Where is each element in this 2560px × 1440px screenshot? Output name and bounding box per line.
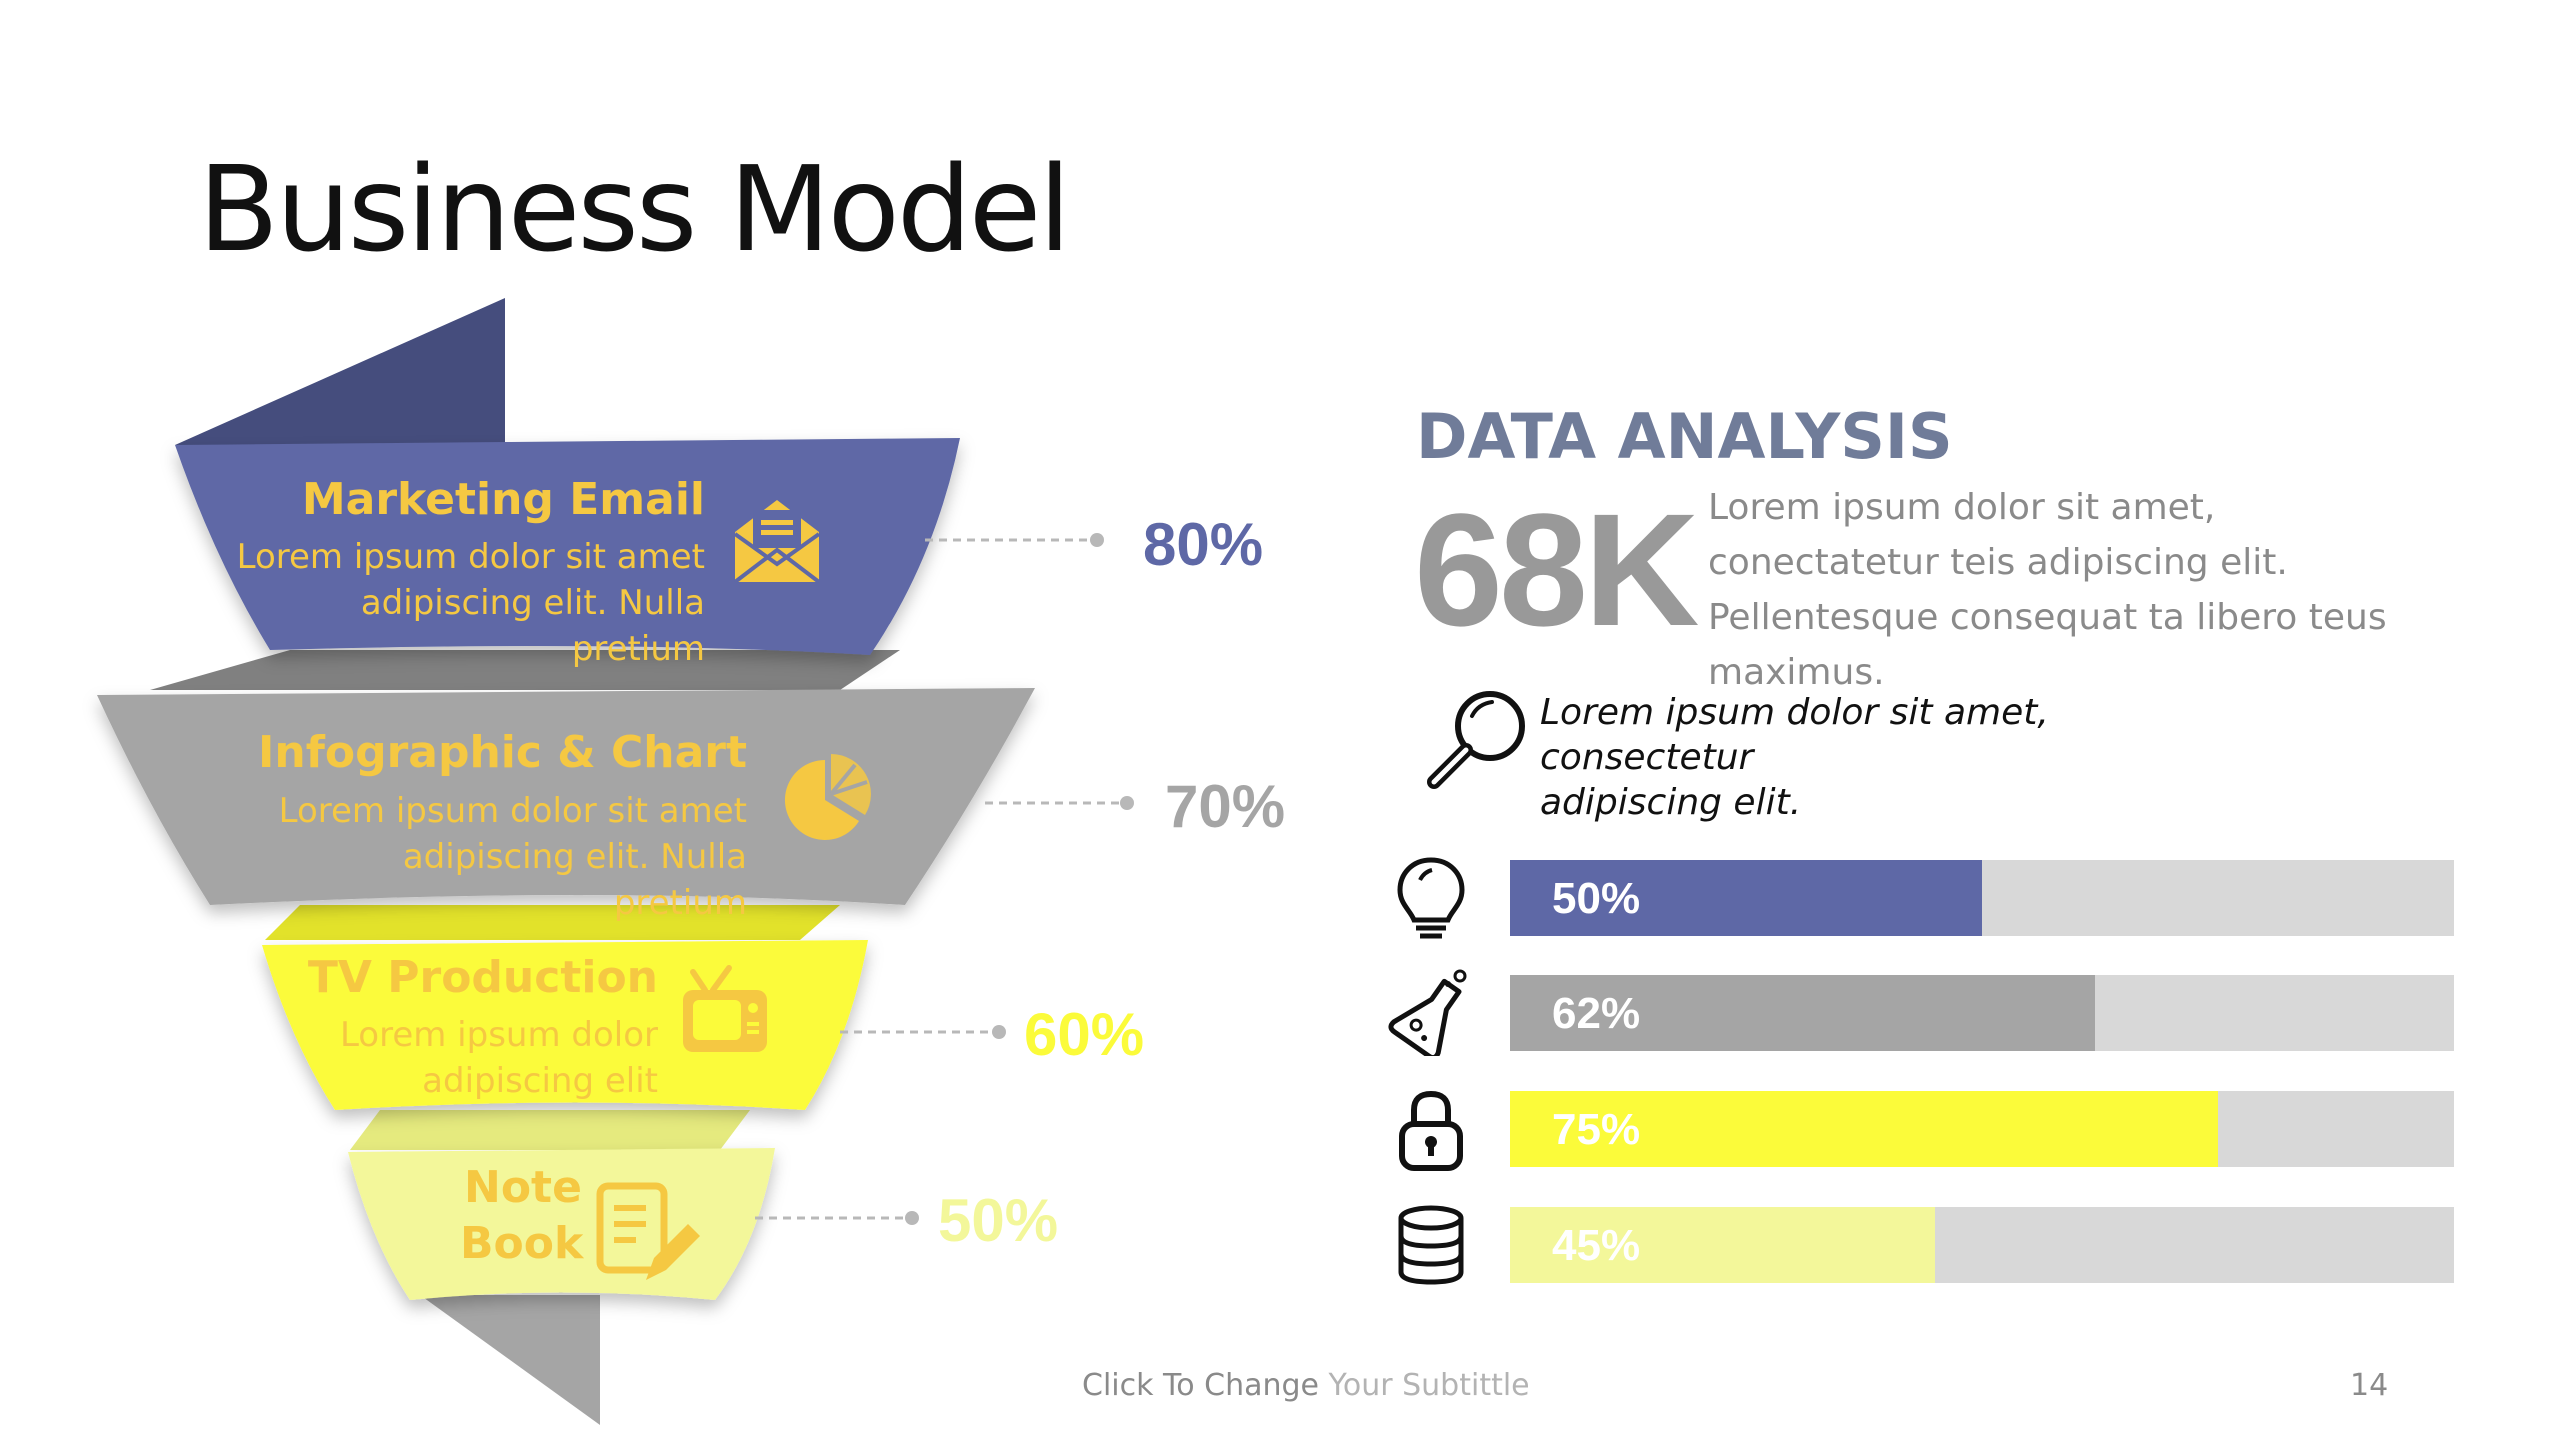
- page-number: 14: [2350, 1368, 2389, 1403]
- footer-subtitle-rest: Your Subtittle: [1319, 1368, 1530, 1403]
- leader-dot-4: [905, 1211, 919, 1225]
- stat-description: Lorem ipsum dolor sit amet, conectatetur…: [1708, 487, 2387, 693]
- tier-1-title: Marketing Email: [301, 474, 705, 525]
- leader-dot-2: [1120, 796, 1134, 810]
- funnel-tier-1: [175, 438, 960, 655]
- progress-bar-1: 50%: [1510, 860, 2454, 936]
- tier-2-desc: Lorem ipsum dolor sit amet adipiscing el…: [278, 791, 747, 923]
- footer-subtitle-main: Click To Change: [1082, 1368, 1319, 1403]
- tier-1-percent: 80%: [1143, 511, 1264, 578]
- tier-3-title: TV Production: [307, 952, 658, 1003]
- database-icon: [1398, 1205, 1464, 1285]
- tier-4-title-line2: Book: [460, 1218, 584, 1269]
- tier-2-percent: 70%: [1165, 773, 1286, 840]
- tv-icon: [683, 965, 767, 1052]
- funnel-flag-bottom: [420, 1295, 600, 1425]
- search-note: Lorem ipsum dolor sit amet, consectetur …: [1540, 690, 2060, 825]
- funnel-connector-2: [265, 905, 840, 940]
- search-note-line-1: Lorem ipsum dolor sit amet,: [1540, 692, 2049, 733]
- search-note-line-2: consectetur: [1540, 737, 1754, 778]
- padlock-icon: [1399, 1090, 1463, 1171]
- lightbulb-icon: [1397, 857, 1465, 939]
- progress-label-2: 62%: [1552, 989, 1641, 1038]
- footer-subtitle[interactable]: Click To Change Your Subtittle: [1082, 1368, 1530, 1403]
- tier-4-title-line1: Note: [464, 1162, 582, 1213]
- funnel-connector-3: [350, 1110, 750, 1150]
- tier-3-percent: 60%: [1024, 1001, 1145, 1068]
- progress-fill-2: [1510, 975, 2096, 1051]
- progress-fill-3: [1510, 1091, 2218, 1167]
- funnel-connector-1: [150, 650, 900, 690]
- leader-dot-1: [1090, 533, 1104, 547]
- progress-bar-2: 62%: [1510, 975, 2454, 1051]
- progress-label-4: 45%: [1552, 1221, 1641, 1270]
- funnel-tier-2: [97, 688, 1035, 905]
- flask-icon: [1388, 969, 1467, 1056]
- tier-4-percent: 50%: [938, 1187, 1059, 1254]
- tier-1-desc: Lorem ipsum dolor sit amet adipiscing el…: [236, 537, 705, 669]
- progress-label-1: 50%: [1552, 874, 1641, 923]
- funnel-diagram: [97, 298, 1134, 1425]
- progress-bar-3: 75%: [1510, 1091, 2454, 1167]
- data-analysis-heading: DATA ANALYSIS: [1416, 400, 1953, 473]
- progress-fill-1: [1510, 860, 1982, 936]
- progress-bar-4: 45%: [1510, 1207, 2454, 1283]
- tier-3-desc: Lorem ipsum dolor adipiscing elit: [339, 1015, 658, 1101]
- leader-dot-3: [992, 1025, 1006, 1039]
- slide-title: Business Model: [198, 140, 1071, 278]
- tier-2-title: Infographic & Chart: [258, 727, 747, 778]
- magnifier-icon: [1427, 691, 1525, 789]
- funnel-flag-top: [175, 298, 505, 445]
- progress-fill-4: [1510, 1207, 1935, 1283]
- big-stat-number: 68K: [1414, 480, 1700, 659]
- pie-chart-icon: [784, 754, 871, 840]
- notebook-pen-icon: [596, 1182, 700, 1280]
- search-note-line-3: adipiscing elit.: [1540, 782, 1802, 823]
- progress-label-3: 75%: [1552, 1105, 1641, 1154]
- envelope-icon: [733, 500, 821, 584]
